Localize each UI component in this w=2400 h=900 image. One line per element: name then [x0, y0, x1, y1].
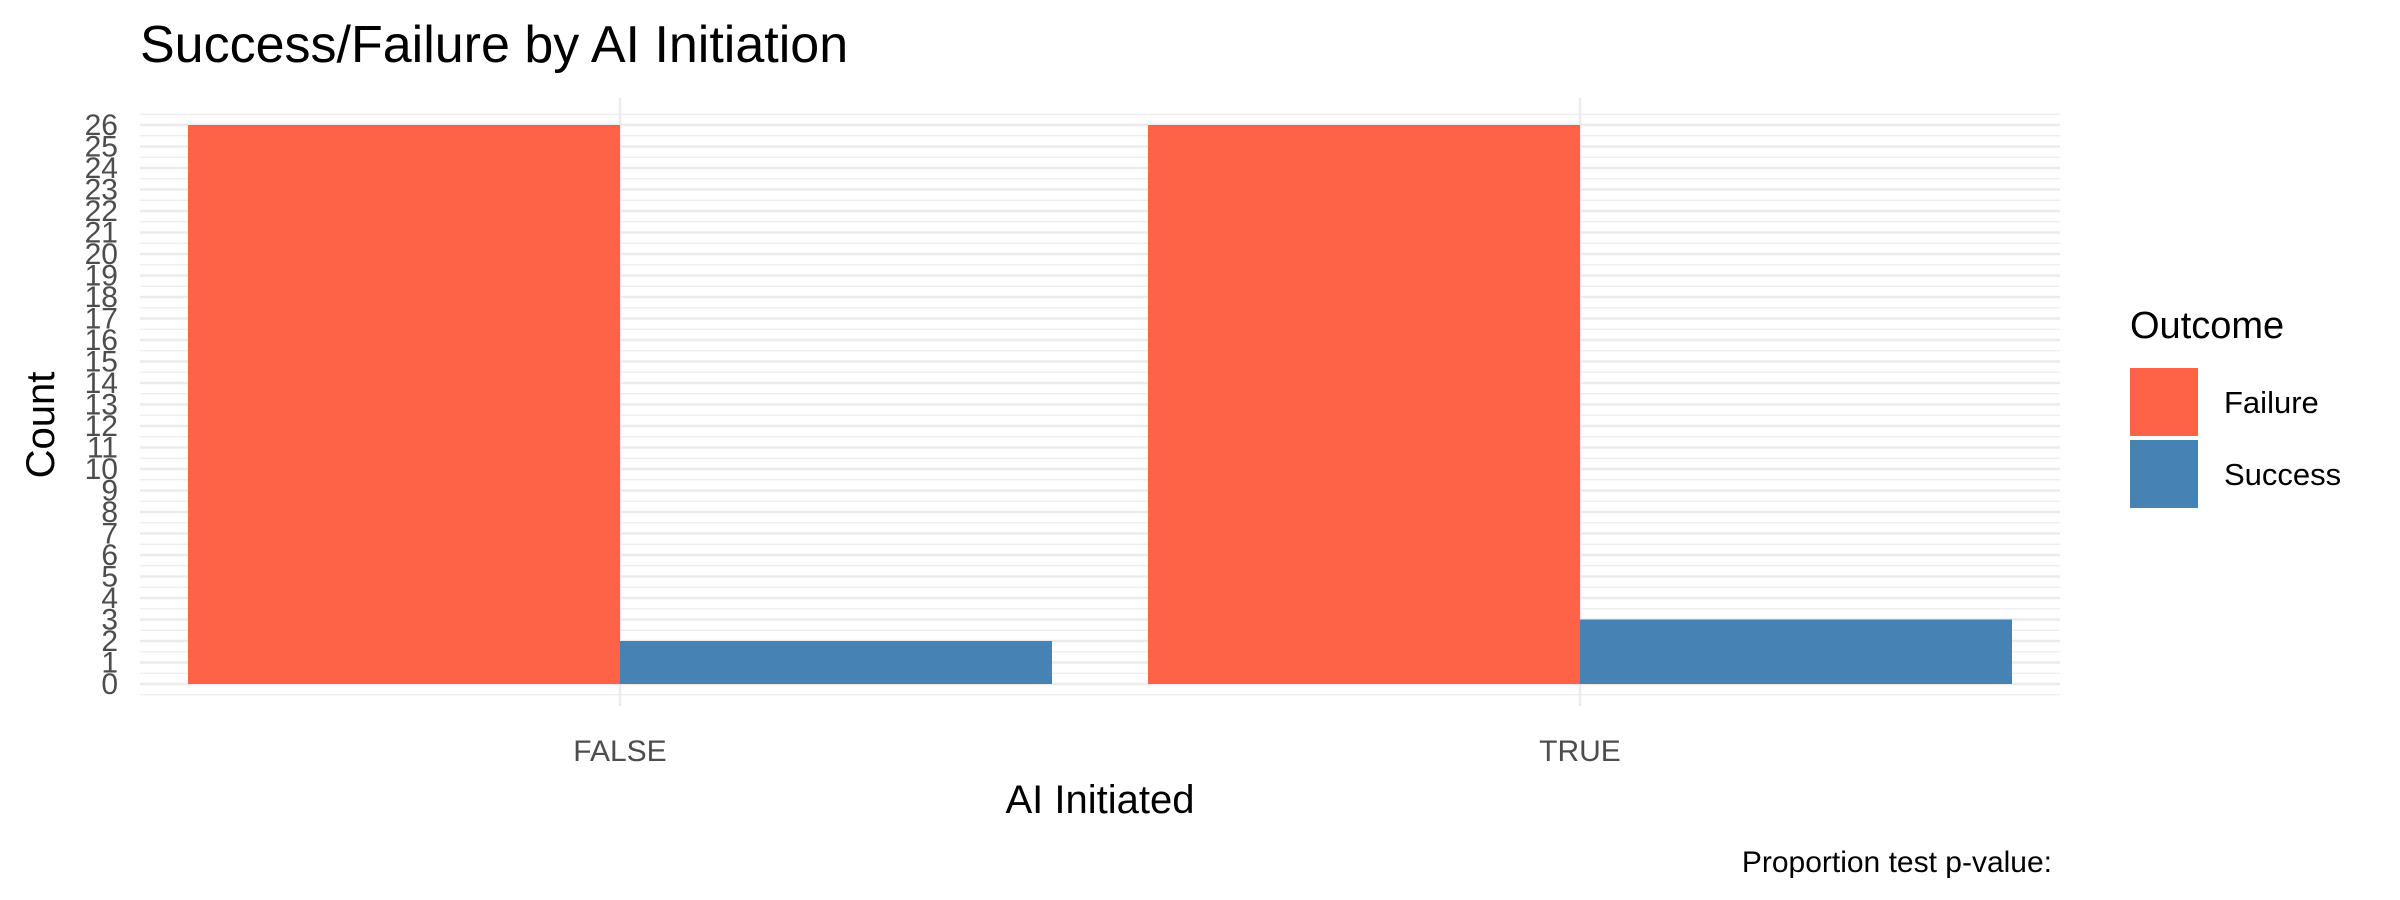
y-tick-label: 10 — [85, 453, 118, 486]
bar-failure-true — [1148, 125, 1580, 684]
y-tick-label: 26 — [85, 109, 118, 142]
y-tick-label: 23 — [85, 174, 118, 207]
legend-label-failure: Failure — [2224, 385, 2319, 420]
y-tick-label: 20 — [85, 238, 118, 271]
legend-title: Outcome — [2130, 305, 2284, 347]
y-tick-label: 1 — [101, 647, 118, 680]
y-tick-label: 18 — [85, 281, 118, 314]
legend: Outcome Failure Success — [2130, 305, 2341, 508]
y-tick-label: 2 — [101, 625, 118, 658]
legend-key-success — [2130, 440, 2198, 508]
y-tick-label: 11 — [87, 432, 118, 465]
x-tick-label: FALSE — [573, 735, 666, 768]
bar-success-true — [1580, 619, 2012, 684]
legend-key-failure — [2130, 368, 2198, 436]
y-tick-label: 8 — [101, 496, 118, 529]
y-tick-label: 22 — [85, 195, 118, 228]
y-tick-label: 21 — [85, 217, 118, 250]
y-tick-label: 7 — [101, 518, 118, 551]
legend-label-success: Success — [2224, 457, 2341, 492]
y-tick-label: 4 — [101, 582, 118, 615]
y-tick-label: 16 — [85, 324, 118, 357]
y-tick-label: 12 — [85, 410, 118, 443]
x-axis-title: AI Initiated — [1005, 778, 1194, 822]
y-tick-label: 6 — [101, 539, 118, 572]
bars — [188, 125, 2012, 684]
x-tick-labels: FALSE TRUE — [573, 735, 1621, 768]
y-tick-label: 15 — [85, 346, 118, 379]
y-tick-label: 25 — [85, 131, 118, 164]
y-tick-label: 17 — [85, 303, 118, 336]
chart-title: Success/Failure by AI Initiation — [140, 16, 848, 74]
x-tick-label: TRUE — [1539, 735, 1621, 768]
caption: Proportion test p-value: — [1742, 846, 2052, 879]
y-tick-label: 9 — [101, 475, 118, 508]
y-tick-label: 13 — [85, 389, 118, 422]
y-tick-label: 3 — [101, 604, 118, 637]
y-tick-label: 5 — [101, 561, 118, 594]
y-tick-label: 0 — [101, 668, 118, 701]
y-axis-title: Count — [19, 372, 63, 479]
y-tick-labels: 0123456789101112131415161718192021222324… — [85, 109, 118, 701]
y-tick-label: 24 — [85, 152, 118, 185]
y-tick-label: 19 — [85, 260, 118, 293]
y-tick-label: 14 — [85, 367, 118, 400]
bar-failure-false — [188, 125, 620, 684]
bar-success-false — [620, 641, 1052, 684]
